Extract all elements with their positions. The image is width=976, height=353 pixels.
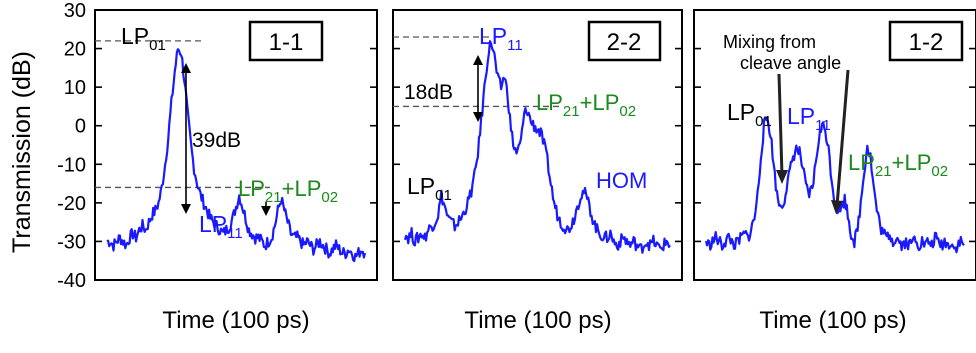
peak-label-lp11: LP11 [199, 211, 243, 242]
mixing-note-line1: Mixing from [723, 32, 816, 52]
x-axis-label: Time (100 ps) [759, 307, 906, 334]
mixing-arrow-2-head [831, 200, 843, 214]
peak-label-lp11: LP11 [787, 103, 831, 134]
panel-frame [693, 9, 976, 281]
panel-label-box [248, 20, 324, 62]
y-tick-label: 0 [75, 116, 86, 138]
transmission-trace [403, 40, 671, 254]
reference-lines [95, 40, 270, 189]
mixing-note-line2: cleave angle [740, 53, 841, 73]
panel-label: 1-1 [269, 29, 304, 56]
mixing-arrow-1-head [776, 170, 788, 184]
panel-frame [94, 9, 378, 281]
mixing-arrow-1 [777, 73, 784, 177]
peak-label-lp11: LP11 [479, 23, 523, 54]
peak-label-lp21-lp02: LP21+LP02 [848, 150, 948, 180]
transmission-trace [106, 48, 367, 263]
panel-1-1: 1-1 LP01 39dB LP11 LP21+LP02 Time (100 p… [94, 9, 378, 334]
peak-label-lp01: LP01 [727, 99, 772, 130]
ratio-label: 18dB [404, 81, 453, 104]
panel-frame [392, 9, 683, 281]
panel-1-2: 1-2 Mixing from cleave angle LP01 LP11 L… [693, 9, 976, 334]
ratio-arrow-head-down [473, 112, 483, 122]
panel-ticks [393, 9, 682, 281]
ratio-label: 39dB [192, 129, 241, 152]
y-tick-label: 20 [64, 39, 86, 61]
peak-label-lp21-lp02: LP21+LP02 [238, 176, 338, 206]
peak-label-lp01: LP01 [121, 23, 166, 54]
panel-label: 2-2 [607, 29, 642, 56]
y-axis-label: Transmission (dB) [8, 51, 36, 253]
ratio-arrow-head-up [181, 63, 191, 73]
y-tick-label: 30 [64, 0, 86, 22]
ratio-arrow-head-up [473, 55, 483, 65]
y-tick-label: -40 [57, 270, 86, 292]
y-tick-labels: 30 20 10 0 -10 -20 -30 -40 [57, 0, 86, 292]
ratio-arrow-head-down [181, 204, 191, 214]
y-tick-label: -10 [57, 154, 86, 176]
panel-label-box [888, 20, 964, 62]
panel-label-box [587, 20, 662, 62]
peak-label-lp01: LP01 [407, 173, 452, 204]
lp21-arrow-head [261, 206, 271, 216]
panel-2-2: 2-2 18dB LP11 LP21+LP02 LP01 HOM Time (1… [392, 9, 683, 334]
panel-ticks [95, 9, 377, 281]
y-tick-label: 10 [64, 77, 86, 99]
mixing-arrow-2 [835, 69, 850, 207]
x-axis-label: Time (100 ps) [162, 307, 309, 334]
peak-label-lp21-lp02: LP21+LP02 [536, 90, 636, 120]
peak-label-hom: HOM [596, 168, 647, 193]
y-tick-label: -20 [57, 193, 86, 215]
y-tick-label: -30 [57, 231, 86, 253]
panel-label: 1-2 [909, 29, 944, 56]
panel-ticks [694, 9, 976, 281]
reference-lines [393, 36, 560, 108]
transmission-trace [704, 116, 965, 254]
x-axis-label: Time (100 ps) [464, 307, 611, 334]
